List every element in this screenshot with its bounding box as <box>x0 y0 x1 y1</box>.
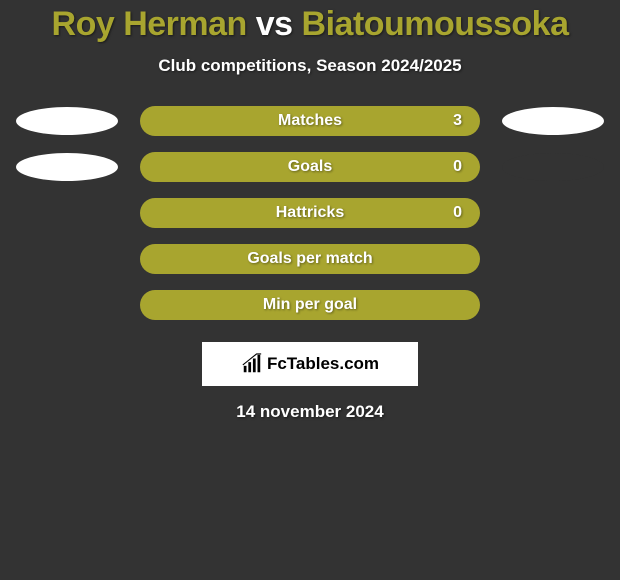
season-subtitle: Club competitions, Season 2024/2025 <box>0 56 620 76</box>
stat-label: Min per goal <box>263 296 357 314</box>
stat-bar: Goals per match <box>140 244 480 274</box>
stat-bar: Matches 3 <box>140 106 480 136</box>
stat-row: Goals per match <box>12 244 608 274</box>
stat-bar: Min per goal <box>140 290 480 320</box>
stat-row: Min per goal <box>12 290 608 320</box>
stat-bar-wrap: Hattricks 0 <box>138 198 482 228</box>
chart-icon <box>241 353 263 375</box>
stats-list: Matches 3 Goals 0 Hattricks 0 Goals per match M… <box>0 106 620 320</box>
player1-avatar <box>16 107 118 135</box>
avatar-slot-left <box>12 153 122 181</box>
page-title: Roy Herman vs Biatoumoussoka <box>0 5 620 44</box>
stat-row: Matches 3 <box>12 106 608 136</box>
stat-row: Hattricks 0 <box>12 198 608 228</box>
stat-label: Goals per match <box>247 250 372 268</box>
stat-value: 0 <box>453 204 462 222</box>
stat-bar-wrap: Matches 3 <box>138 106 482 136</box>
player2-avatar <box>502 107 604 135</box>
avatar-slot-left <box>12 107 122 135</box>
brand-watermark: FcTables.com <box>202 342 418 386</box>
stat-value: 3 <box>453 112 462 130</box>
stat-row: Goals 0 <box>12 152 608 182</box>
stat-label: Matches <box>278 112 342 130</box>
comparison-widget: Roy Herman vs Biatoumoussoka Club compet… <box>0 0 620 422</box>
stat-bar: Hattricks 0 <box>140 198 480 228</box>
player1-avatar <box>16 153 118 181</box>
avatar-slot-right <box>498 153 608 181</box>
stat-bar-wrap: Min per goal <box>138 290 482 320</box>
player2-avatar <box>502 153 604 181</box>
stat-bar-wrap: Goals per match <box>138 244 482 274</box>
avatar-slot-right <box>498 107 608 135</box>
stat-value: 0 <box>453 158 462 176</box>
date-label: 14 november 2024 <box>0 402 620 422</box>
player2-name: Biatoumoussoka <box>302 5 569 43</box>
vs-separator: vs <box>256 5 293 43</box>
player1-name: Roy Herman <box>52 5 247 43</box>
stat-bar-wrap: Goals 0 <box>138 152 482 182</box>
stat-bar: Goals 0 <box>140 152 480 182</box>
stat-label: Goals <box>288 158 332 176</box>
brand-label: FcTables.com <box>267 354 379 374</box>
stat-label: Hattricks <box>276 204 344 222</box>
